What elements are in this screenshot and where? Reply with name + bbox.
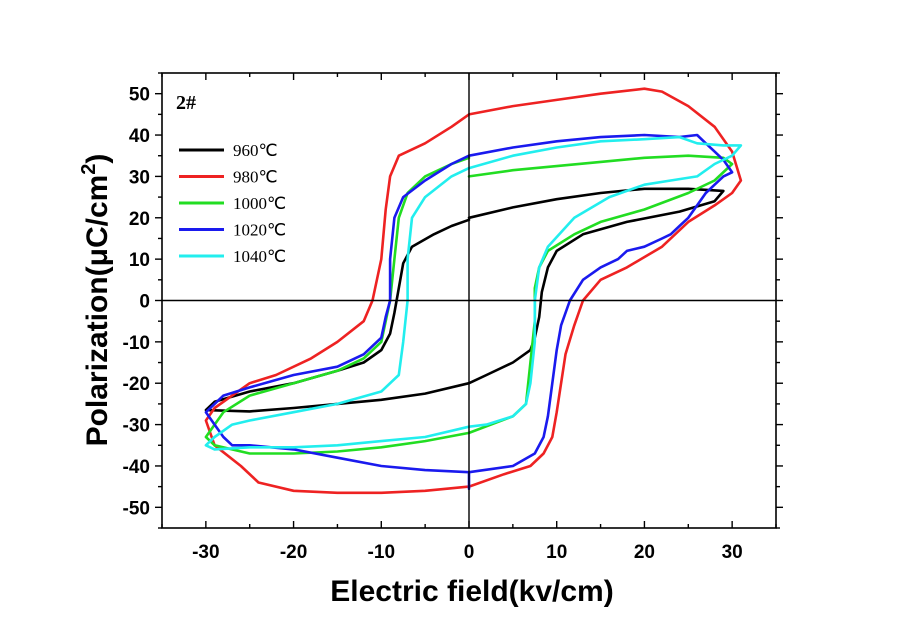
y-axis-title-close: ): [81, 154, 114, 164]
y-tick-label: -10: [123, 333, 150, 354]
legend-label-1: 960℃: [233, 141, 278, 160]
y-tick-label: -30: [123, 416, 150, 437]
series-line-1: [204, 187, 725, 413]
x-tick-label: 30: [722, 542, 743, 563]
x-tick-labels: -30 -20 -10 0 10 20 30: [192, 542, 743, 563]
y-tick-label: -40: [123, 457, 150, 478]
y-tick-label: -20: [123, 374, 150, 395]
series-lines: [204, 87, 743, 495]
y-tick-label: 30: [129, 167, 150, 188]
y-tick-label: 0: [139, 292, 150, 313]
y-tick-label: 10: [129, 250, 150, 271]
legend: 960℃ 980℃ 1000℃ 1020℃ 1040℃: [179, 141, 286, 266]
x-axis-title: Electric field(kv/cm): [330, 575, 613, 608]
legend-label-2: 980℃: [233, 168, 278, 187]
legend-label-3: 1000℃: [233, 194, 286, 213]
sample-tag: 2#: [176, 92, 196, 114]
zero-reference-lines: [162, 73, 776, 528]
series-line-4: [204, 133, 734, 490]
x-tick-label: -10: [368, 542, 395, 563]
series-line-5: [204, 135, 743, 451]
x-tick-label: -30: [192, 542, 219, 563]
legend-label-4: 1020℃: [233, 221, 286, 240]
y-axis-title-superscript: 2: [78, 164, 100, 175]
y-tick-label: -50: [123, 498, 150, 519]
y-tick-label: 20: [129, 209, 150, 230]
plot-frame: [161, 72, 777, 529]
x-tick-label: 20: [634, 542, 655, 563]
x-tick-label: -20: [280, 542, 307, 563]
x-tick-label: 0: [464, 542, 475, 563]
y-tick-label: 50: [129, 85, 150, 106]
y-axis-title: Polarization(μC/cm2): [78, 154, 114, 447]
x-tick-label: 10: [546, 542, 567, 563]
y-axis-title-main: Polarization(μC/cm: [81, 175, 114, 447]
legend-label-5: 1040℃: [233, 247, 286, 266]
series-line-2: [204, 87, 743, 495]
y-tick-labels: -50 -40 -30 -20 -10 0 10 20 30 40 50: [123, 85, 150, 520]
y-tick-label: 40: [129, 126, 150, 147]
